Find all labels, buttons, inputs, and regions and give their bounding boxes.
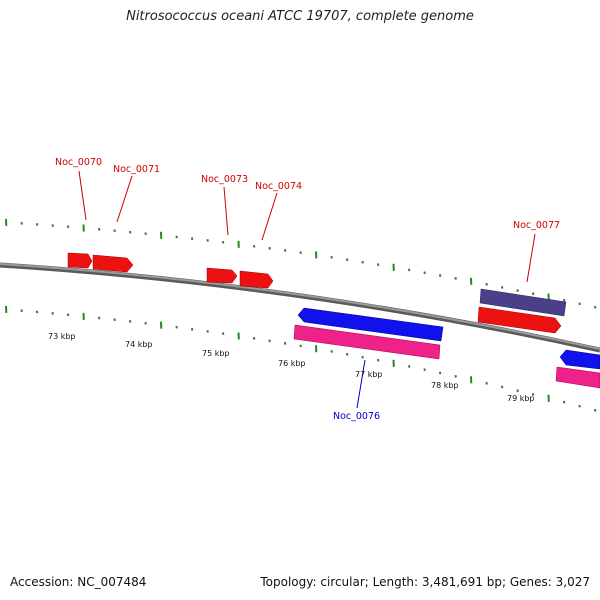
scale-label: 79 kbp	[507, 394, 535, 403]
accession-text: Accession: NC_007484	[10, 575, 147, 589]
cds-arrow-noc-0071[interactable]	[92, 254, 134, 273]
cds-arrow-noc-0077[interactable]	[477, 306, 562, 334]
gene-label-noc-0070[interactable]: Noc_0070	[55, 157, 102, 168]
gene-labels: Noc_0070 Noc_0071 Noc_0073 Noc_0074 Noc_…	[55, 157, 560, 422]
cds-arrow-next[interactable]	[559, 349, 600, 370]
reverse-gene-track	[293, 324, 600, 389]
forward-cds-track	[67, 252, 562, 334]
scale-label: 77 kbp	[355, 370, 383, 379]
label-leader-lines	[78, 170, 536, 409]
gene-label-noc-0077[interactable]: Noc_0077	[513, 220, 560, 231]
scale-label: 76 kbp	[278, 359, 306, 368]
scale-label: 75 kbp	[202, 349, 230, 358]
gene-bar-noc-0077[interactable]	[479, 288, 567, 317]
scale-labels: 73 kbp 74 kbp 75 kbp 76 kbp 77 kbp 78 kb…	[48, 332, 535, 403]
gene-label-noc-0076[interactable]: Noc_0076	[333, 411, 380, 422]
genome-summary-text: Topology: circular; Length: 3,481,691 bp…	[260, 575, 590, 589]
reverse-cds-track	[297, 307, 600, 370]
gene-bar-noc-0076[interactable]	[293, 324, 441, 360]
scale-label: 73 kbp	[48, 332, 76, 341]
gene-bar-next[interactable]	[555, 366, 600, 389]
gene-label-noc-0071[interactable]: Noc_0071	[113, 164, 160, 175]
cds-arrow-noc-0076[interactable]	[297, 307, 444, 342]
scale-tick-row	[5, 305, 597, 412]
map-title: Nitrosococcus oceani ATCC 19707, complet…	[126, 9, 474, 24]
cds-arrow-noc-0074[interactable]	[239, 270, 274, 289]
gene-label-noc-0074[interactable]: Noc_0074	[255, 181, 302, 192]
upper-tick-row	[5, 218, 597, 309]
gene-label-noc-0073[interactable]: Noc_0073	[201, 174, 248, 185]
cds-arrow-noc-0070[interactable]	[67, 252, 93, 269]
cds-arrow-noc-0073[interactable]	[206, 267, 238, 284]
scale-label: 74 kbp	[125, 340, 153, 349]
scale-label: 78 kbp	[431, 381, 459, 390]
